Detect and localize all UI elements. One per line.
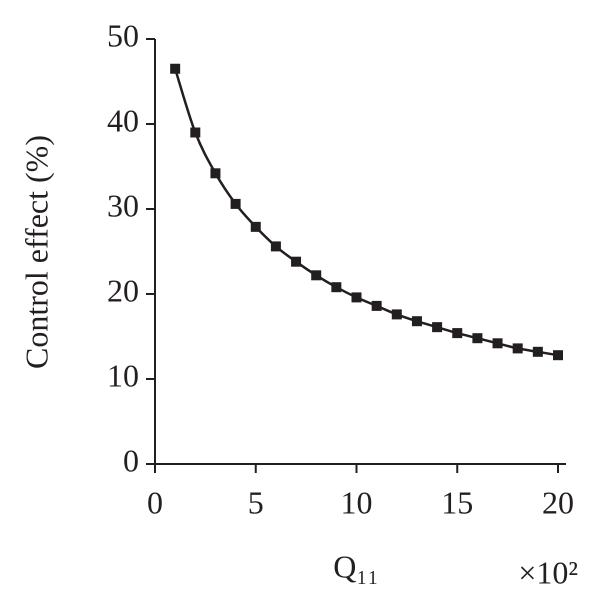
marker (411, 316, 422, 327)
marker (311, 270, 322, 281)
marker (250, 221, 261, 232)
y-tick-label: 30 (107, 187, 139, 223)
x-tick-label: 15 (441, 484, 473, 520)
y-tick-label: 0 (123, 442, 139, 478)
marker (492, 338, 503, 349)
marker (472, 333, 483, 344)
x-axis-label: Q₁₁ (333, 548, 378, 584)
marker (391, 309, 402, 320)
marker (371, 300, 382, 311)
marker (270, 241, 281, 252)
marker (512, 343, 523, 354)
marker (291, 256, 302, 267)
y-tick-label: 10 (107, 357, 139, 393)
marker (331, 282, 342, 293)
x-tick-label: 20 (542, 484, 574, 520)
marker (351, 292, 362, 303)
y-tick-label: 40 (107, 102, 139, 138)
marker (532, 346, 543, 357)
x-tick-label: 10 (341, 484, 373, 520)
series-line (173, 68, 559, 357)
marker (210, 168, 221, 179)
y-tick-label: 20 (107, 272, 139, 308)
x-tick-label: 0 (147, 484, 163, 520)
marker (432, 322, 443, 333)
marker (190, 127, 201, 138)
marker (553, 350, 563, 361)
marker (230, 198, 241, 209)
x-tick-label: 5 (248, 484, 264, 520)
y-axis-label: Control effect (%) (18, 135, 54, 369)
marker (170, 63, 181, 74)
y-tick-label: 50 (107, 17, 139, 53)
x-multiplier: ×10² (518, 554, 578, 590)
marker (452, 328, 463, 339)
